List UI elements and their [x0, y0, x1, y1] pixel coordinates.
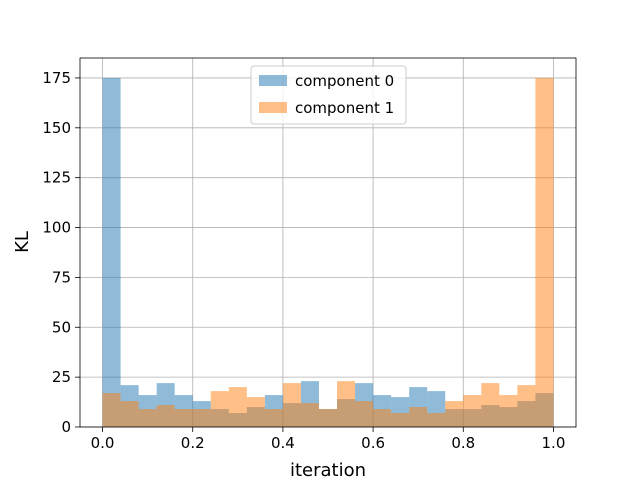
- histogram-bar-series-1: [535, 77, 554, 427]
- plot-area-frame: [79, 57, 577, 428]
- x-tick-label: 0.8: [451, 434, 475, 452]
- y-tick-label: 125: [42, 169, 71, 187]
- y-axis-ticks: 0 25 50 75 100 125 150 175: [42, 69, 80, 436]
- x-tick-label: 0.2: [181, 434, 205, 452]
- histogram-bars: [102, 77, 554, 427]
- histogram-bar-series-1: [337, 381, 356, 427]
- legend-label: component 0: [295, 72, 394, 90]
- legend-swatch: [259, 75, 287, 86]
- y-tick-label: 150: [42, 119, 71, 137]
- histogram-bar-series-1: [138, 409, 157, 427]
- legend-swatch: [259, 102, 287, 113]
- x-axis-label: iteration: [290, 460, 366, 480]
- histogram-bar-series-1: [120, 401, 139, 427]
- histogram-bar-series-1: [318, 409, 338, 427]
- histogram-bar-series-1: [499, 395, 518, 427]
- histogram-bar-series-1: [409, 407, 428, 427]
- histogram-bar-series-1: [228, 387, 247, 427]
- x-axis-ticks: 0.0 0.2 0.4 0.6 0.8 1.0: [91, 427, 566, 452]
- histogram-bar-series-1: [174, 409, 193, 427]
- x-tick-label: 0.0: [91, 434, 115, 452]
- histogram-bar-series-1: [264, 409, 283, 427]
- histogram-bar-series-1: [246, 397, 265, 427]
- y-tick-label: 175: [42, 69, 71, 87]
- y-tick-label: 100: [42, 219, 71, 237]
- histogram-bar-series-1: [355, 401, 374, 427]
- x-tick-label: 1.0: [542, 434, 566, 452]
- histogram-bar-series-1: [210, 391, 229, 427]
- histogram-bar-series-0: [102, 77, 121, 427]
- y-tick-label: 25: [52, 368, 71, 386]
- y-tick-label: 0: [61, 418, 71, 436]
- histogram-bar-series-1: [463, 395, 482, 427]
- histogram-bar-series-1: [517, 385, 536, 427]
- histogram-bar-series-1: [192, 409, 211, 427]
- histogram-bar-series-1: [427, 413, 446, 427]
- histogram-bar-series-1: [481, 383, 500, 427]
- y-tick-label: 50: [52, 318, 71, 336]
- y-tick-label: 75: [52, 268, 71, 286]
- y-axis-label: KL: [12, 231, 33, 253]
- x-tick-label: 0.4: [271, 434, 295, 452]
- histogram-bar-series-1: [156, 405, 175, 427]
- histogram-bar-series-1: [391, 413, 410, 427]
- histogram-bar-series-1: [102, 393, 121, 427]
- histogram-bar-series-1: [300, 403, 319, 427]
- histogram-bar-series-1: [282, 383, 301, 427]
- legend: component 0 component 1: [250, 65, 407, 125]
- histogram-bar-series-1: [445, 401, 464, 427]
- legend-label: component 1: [295, 99, 394, 117]
- x-tick-label: 0.6: [361, 434, 385, 452]
- legend-frame: [250, 65, 407, 125]
- histogram-bar-series-1: [373, 409, 392, 427]
